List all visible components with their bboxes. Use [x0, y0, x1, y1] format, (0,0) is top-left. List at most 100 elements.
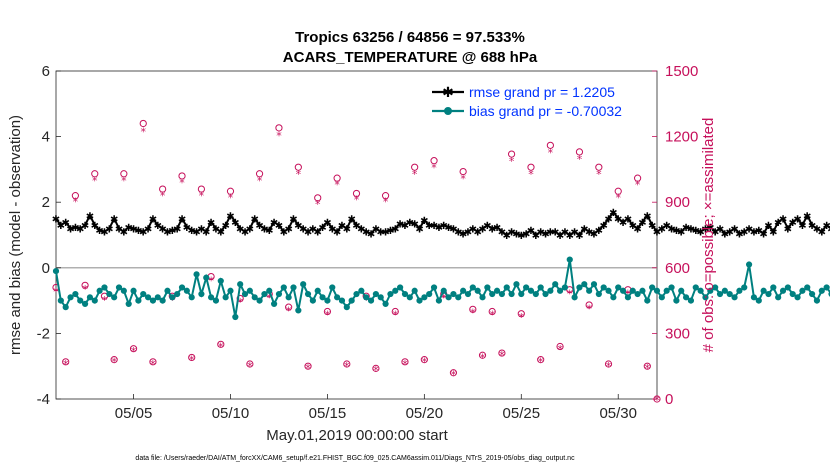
obs-assimilated-point: * [548, 147, 554, 160]
bias-point [280, 284, 287, 291]
rmse-point: ✱ [76, 224, 84, 235]
rmse-point: ✱ [827, 224, 830, 235]
rmse-point: ✱ [561, 228, 569, 239]
rmse-point: ✱ [706, 223, 714, 234]
rmse-point: ✱ [619, 218, 627, 229]
rmse-point: ✱ [212, 224, 220, 235]
rmse-point: ✱ [726, 228, 734, 239]
x-tick-label: 05/05 [115, 405, 153, 422]
obs-possible-point [537, 356, 545, 364]
obs-assimilated-point: * [286, 304, 292, 317]
bias-point [649, 284, 656, 291]
obs-possible-point [81, 281, 89, 289]
rmse-point: ✱ [251, 215, 259, 226]
bias-point [261, 290, 268, 298]
bias-point [590, 281, 598, 288]
bias-point [629, 287, 636, 294]
obs-assimilated-point: * [451, 368, 457, 381]
bias-point [367, 297, 375, 304]
bias-point [469, 284, 476, 291]
obs-assimilated-point: * [247, 360, 253, 373]
y-right-tick-label: 600 [665, 260, 690, 277]
bias-point [702, 294, 709, 301]
rmse-point: ✱ [614, 215, 622, 226]
rmse-point: ✱ [125, 223, 133, 234]
bias-point [174, 290, 181, 298]
bias-point [731, 294, 738, 301]
x-tick-label: 05/10 [212, 405, 250, 422]
rmse-point: ✱ [464, 228, 472, 239]
rmse-point: ✱ [367, 229, 375, 240]
obs-possible-point [71, 192, 79, 200]
rmse-point: ✱ [798, 221, 806, 232]
legend-bias-marker [444, 107, 452, 115]
rmse-point: ✱ [822, 221, 830, 232]
rmse-point: ✱ [469, 224, 477, 235]
obs-assimilated-point: * [325, 309, 331, 322]
obs-possible-point [159, 185, 167, 193]
obs-assimilated-point: * [431, 162, 437, 175]
bias-point [435, 297, 442, 304]
rmse-point: ✱ [483, 221, 491, 232]
bias-point [644, 297, 651, 304]
rmse-point: ✱ [662, 221, 670, 232]
obs-possible-point [285, 303, 293, 311]
rmse-point: ✱ [299, 224, 307, 235]
rmse-point: ✱ [658, 224, 666, 235]
rmse-point: ✱ [512, 229, 520, 240]
obs-assimilated-point: * [296, 168, 302, 181]
bias-point [256, 297, 263, 304]
bias-point [639, 287, 646, 294]
rmse-point: ✱ [158, 224, 166, 235]
obs-assimilated-point: * [199, 189, 205, 202]
bias-point [624, 294, 632, 301]
obs-assimilated-point: * [305, 362, 311, 375]
bias-point [571, 294, 578, 301]
rmse-point: ✱ [100, 228, 108, 239]
rmse-point: ✱ [246, 224, 254, 235]
y-right-tick-label: 900 [665, 194, 690, 211]
bias-point [382, 300, 389, 307]
bias-point [600, 284, 607, 291]
obs-possible-point [139, 119, 147, 128]
bias-point [101, 284, 108, 291]
obs-assimilated-point: * [402, 358, 408, 371]
rmse-point: ✱ [507, 228, 515, 239]
rmse-point: ✱ [343, 224, 351, 235]
obs-assimilated-point: * [63, 358, 69, 371]
rmse-point: ✱ [110, 215, 118, 226]
bias-point [144, 294, 152, 301]
y-tick-label: 6 [42, 63, 50, 80]
bias-point [581, 281, 588, 288]
rmse-point: ✱ [745, 224, 753, 235]
obs-assimilated-point: * [354, 194, 360, 207]
bias-point [309, 297, 316, 304]
rmse-point: ✱ [701, 224, 709, 235]
obs-possible-point [314, 194, 322, 202]
bias-point [203, 274, 210, 281]
obs-possible-point [333, 174, 341, 182]
obs-possible-point [507, 150, 516, 158]
bias-point [406, 294, 413, 301]
rmse-point: ✱ [648, 221, 656, 232]
obs-assimilated-point: * [53, 285, 59, 298]
x-tick-label: 05/25 [503, 405, 541, 422]
rmse-point: ✱ [149, 215, 157, 226]
rmse-point: ✱ [808, 221, 816, 232]
obs-assimilated-point: * [82, 283, 88, 296]
bias-point [251, 294, 258, 301]
rmse-point: ✱ [139, 228, 147, 239]
bias-point [115, 284, 123, 291]
bias-point [615, 284, 622, 291]
rmse-point: ✱ [105, 224, 113, 235]
rmse-point: ✱ [624, 215, 632, 226]
rmse-point: ✱ [294, 221, 302, 232]
legend: ✱ rmse grand pr = 1.2205 bias grand pr =… [427, 78, 651, 126]
y-right-tick-label: 1500 [665, 63, 698, 80]
rmse-point: ✱ [71, 223, 79, 234]
rmse-point: ✱ [410, 220, 418, 231]
obs-possible-point [595, 163, 603, 171]
bias-point [188, 294, 195, 301]
obs-assimilated-point: * [460, 172, 466, 185]
bias-point [106, 290, 113, 298]
